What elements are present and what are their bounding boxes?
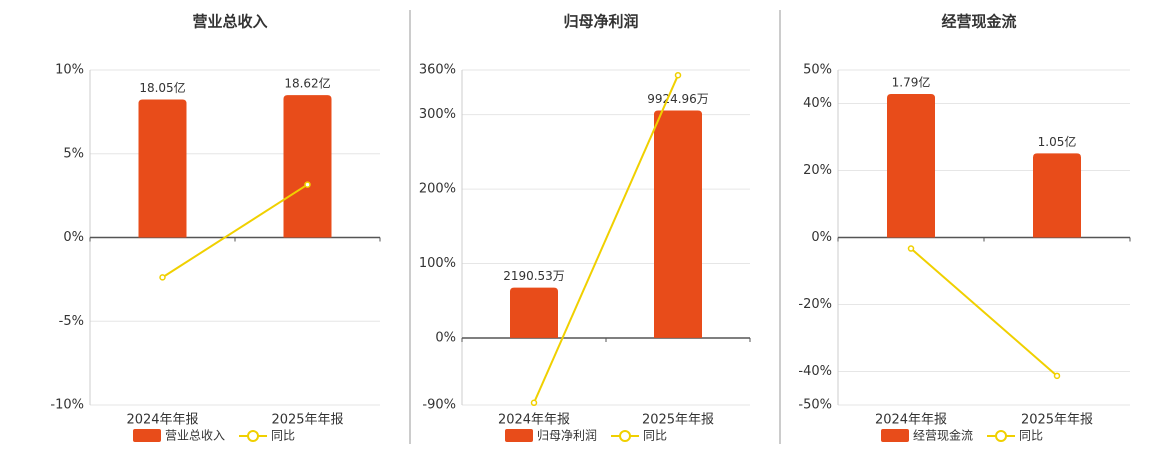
y-tick-label: -20% — [798, 297, 832, 312]
value-label: 18.62亿 — [284, 76, 330, 91]
y-tick-label: -50% — [798, 398, 832, 413]
y-tick-label: 40% — [803, 96, 832, 111]
value-label: 18.05亿 — [139, 80, 185, 95]
legend-label: 同比 — [271, 429, 295, 443]
line-point — [530, 399, 538, 407]
bar — [283, 95, 332, 238]
y-tick-label: 20% — [803, 163, 832, 178]
y-tick-label: -90% — [422, 398, 456, 413]
y-tick-label: 100% — [419, 256, 456, 271]
legend-swatch — [247, 430, 260, 442]
chart-title: 经营现金流 — [941, 13, 1016, 31]
x-tick-label: 2025年年报 — [271, 413, 343, 428]
line-point — [1053, 372, 1061, 380]
x-tick-label: 2025年年报 — [1021, 413, 1093, 428]
y-tick-label: 300% — [419, 107, 456, 122]
y-tick-label: 10% — [55, 63, 84, 78]
y-tick-label: -5% — [59, 314, 84, 329]
legend-swatch — [995, 430, 1008, 442]
bar — [654, 110, 702, 338]
bar — [138, 99, 187, 238]
chart-title: 归母净利润 — [563, 13, 638, 31]
y-tick-label: -10% — [50, 398, 84, 413]
legend-swatch — [505, 429, 533, 442]
y-tick-label: 50% — [803, 63, 832, 78]
y-tick-label: -40% — [798, 364, 832, 379]
legend-label: 营业总收入 — [165, 429, 225, 443]
y-tick-label: 200% — [419, 182, 456, 197]
x-tick-label: 2024年年报 — [126, 413, 198, 428]
y-tick-label: 0% — [811, 230, 832, 245]
legend-label: 同比 — [1019, 429, 1043, 443]
value-label: 2190.53万 — [503, 269, 565, 283]
line — [910, 247, 1058, 377]
bar — [1033, 153, 1081, 238]
legend-label: 归母净利润 — [537, 429, 597, 443]
line — [533, 74, 679, 404]
line-point — [159, 274, 166, 281]
x-tick-label: 2025年年报 — [642, 413, 714, 428]
legend-label: 经营现金流 — [913, 428, 973, 443]
value-label: 1.05亿 — [1038, 134, 1077, 149]
legend-swatch — [133, 429, 161, 442]
y-tick-label: 0% — [63, 230, 84, 245]
legend-swatch — [881, 429, 909, 442]
x-tick-label: 2024年年报 — [875, 413, 947, 428]
value-label: 1.79亿 — [892, 75, 931, 90]
legend-swatch — [619, 430, 632, 442]
y-tick-label: 360% — [419, 63, 456, 78]
legend-label: 同比 — [643, 429, 667, 443]
y-tick-label: 0% — [435, 331, 456, 346]
value-label: 9924.96万 — [647, 92, 709, 106]
bar — [510, 287, 558, 338]
chart-title: 营业总收入 — [192, 13, 267, 31]
line-point — [304, 181, 311, 188]
line — [161, 183, 309, 279]
line-point — [907, 245, 915, 252]
bar — [887, 94, 935, 238]
y-tick-label: 5% — [63, 146, 84, 161]
x-tick-label: 2024年年报 — [498, 413, 570, 428]
line-point — [674, 71, 682, 79]
